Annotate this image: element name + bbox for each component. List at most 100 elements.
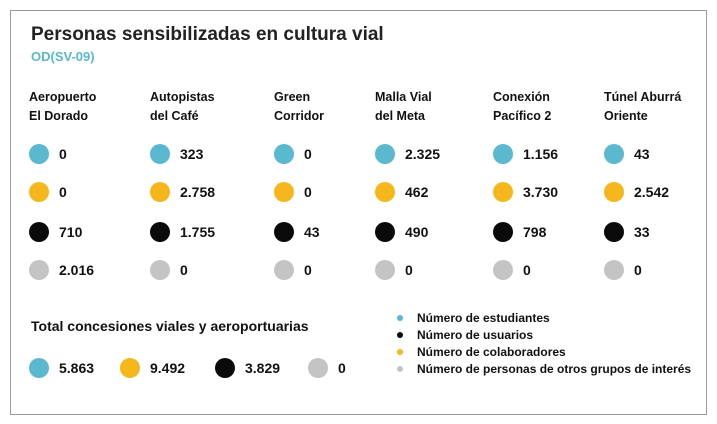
concession-name-line: Autopistas (150, 90, 215, 104)
estudiantes-dot (604, 144, 624, 164)
concession-name-line: Green (274, 90, 311, 104)
legend-dot (397, 348, 403, 355)
concession-name-line: del Café (150, 109, 199, 123)
otros-dot (274, 260, 294, 280)
value-label: 1.156 (523, 146, 559, 162)
colaboradores-dot (29, 182, 49, 202)
value-row-usuarios: 798 (493, 220, 546, 244)
colaboradores-dot (493, 182, 513, 202)
value-label: 0 (304, 146, 312, 162)
colaboradores-dot (150, 182, 170, 202)
value-label: 0 (59, 146, 67, 162)
legend-dot (397, 314, 403, 321)
concession-name-line: Aeropuerto (29, 90, 97, 104)
value-row-otros: 0 (274, 258, 312, 282)
chart-subtitle: OD(SV-09) (31, 49, 95, 64)
value-row-colaboradores: 2.542 (604, 180, 669, 204)
legend-label: Número de estudiantes (417, 310, 550, 325)
total-otros: 0 (308, 356, 346, 380)
value-label: 0 (634, 262, 642, 278)
concession-name: Green Corridor (274, 88, 394, 136)
colaboradores-dot (604, 182, 624, 202)
total-value: 9.492 (150, 360, 186, 376)
usuarios-dot (375, 222, 395, 242)
value-row-otros: 0 (375, 258, 413, 282)
estudiantes-dot (375, 144, 395, 164)
legend-dot (397, 331, 403, 338)
value-row-colaboradores: 462 (375, 180, 428, 204)
legend-dot (397, 365, 403, 372)
value-label: 323 (180, 146, 204, 162)
total-estudiantes: 5.863 (29, 356, 94, 380)
concession-name-line: El Dorado (29, 109, 89, 123)
concession-column: Conexión Pacífico 2 1.156 3.730 798 0 (493, 88, 613, 280)
value-row-estudiantes: 0 (29, 142, 67, 166)
chart-frame (10, 10, 707, 415)
otros-dot (150, 260, 170, 280)
legend: Número de estudiantes Número de usuarios N… (397, 309, 691, 377)
concession-name-line: Malla Vial (375, 90, 432, 104)
value-row-estudiantes: 1.156 (493, 142, 558, 166)
value-row-usuarios: 710 (29, 220, 82, 244)
concession-name-line: Conexión (493, 90, 550, 104)
usuarios-dot (215, 358, 235, 378)
concession-column: Green Corridor 0 0 43 0 (274, 88, 394, 280)
concession-name: Aeropuerto El Dorado (29, 88, 149, 136)
estudiantes-dot (29, 144, 49, 164)
total-value: 3.829 (245, 360, 281, 376)
value-label: 0 (59, 184, 67, 200)
value-row-usuarios: 490 (375, 220, 428, 244)
otros-dot (493, 260, 513, 280)
value-label: 2.016 (59, 262, 95, 278)
concession-name: Autopistas del Café (150, 88, 270, 136)
chart-title: Personas sensibilizadas en cultura vial (31, 24, 384, 45)
value-row-colaboradores: 3.730 (493, 180, 558, 204)
concession-column: Túnel Aburrá Oriente 43 2.542 33 0 (604, 88, 717, 280)
value-label: 33 (634, 224, 650, 240)
otros-dot (375, 260, 395, 280)
value-row-otros: 0 (150, 258, 188, 282)
colaboradores-dot (375, 182, 395, 202)
value-label: 43 (634, 146, 650, 162)
value-row-usuarios: 33 (604, 220, 650, 244)
concession-name-line: Túnel Aburrá (604, 90, 682, 104)
total-value: 0 (338, 360, 346, 376)
value-label: 1.755 (180, 224, 216, 240)
value-row-estudiantes: 2.325 (375, 142, 440, 166)
value-label: 2.542 (634, 184, 670, 200)
value-row-estudiantes: 43 (604, 142, 650, 166)
value-label: 0 (304, 184, 312, 200)
value-row-otros: 0 (493, 258, 531, 282)
value-row-colaboradores: 0 (274, 180, 312, 204)
estudiantes-dot (274, 144, 294, 164)
usuarios-dot (29, 222, 49, 242)
concession-name-line: Corridor (274, 109, 324, 123)
legend-item-usuarios: Número de usuarios (397, 326, 691, 343)
value-label: 0 (405, 262, 413, 278)
concession-name: Malla Vial del Meta (375, 88, 495, 136)
total-colaboradores: 9.492 (120, 356, 185, 380)
value-label: 710 (59, 224, 83, 240)
estudiantes-dot (493, 144, 513, 164)
concession-name: Túnel Aburrá Oriente (604, 88, 717, 136)
concession-name-line: Oriente (604, 109, 648, 123)
value-label: 3.730 (523, 184, 559, 200)
legend-label: Número de colaboradores (417, 344, 566, 359)
concession-name: Conexión Pacífico 2 (493, 88, 613, 136)
value-row-colaboradores: 2.758 (150, 180, 215, 204)
value-label: 0 (304, 262, 312, 278)
usuarios-dot (274, 222, 294, 242)
legend-item-colaboradores: Número de colaboradores (397, 343, 691, 360)
concession-name-line: Pacífico 2 (493, 109, 552, 123)
value-row-estudiantes: 0 (274, 142, 312, 166)
usuarios-dot (493, 222, 513, 242)
value-row-otros: 2.016 (29, 258, 94, 282)
concession-name-line: del Meta (375, 109, 426, 123)
estudiantes-dot (150, 144, 170, 164)
legend-label: Número de usuarios (417, 327, 534, 342)
value-label: 490 (405, 224, 429, 240)
totals-title: Total concesiones viales y aeroportuaria… (31, 318, 309, 334)
value-label: 798 (523, 224, 547, 240)
value-label: 43 (304, 224, 320, 240)
value-row-colaboradores: 0 (29, 180, 67, 204)
